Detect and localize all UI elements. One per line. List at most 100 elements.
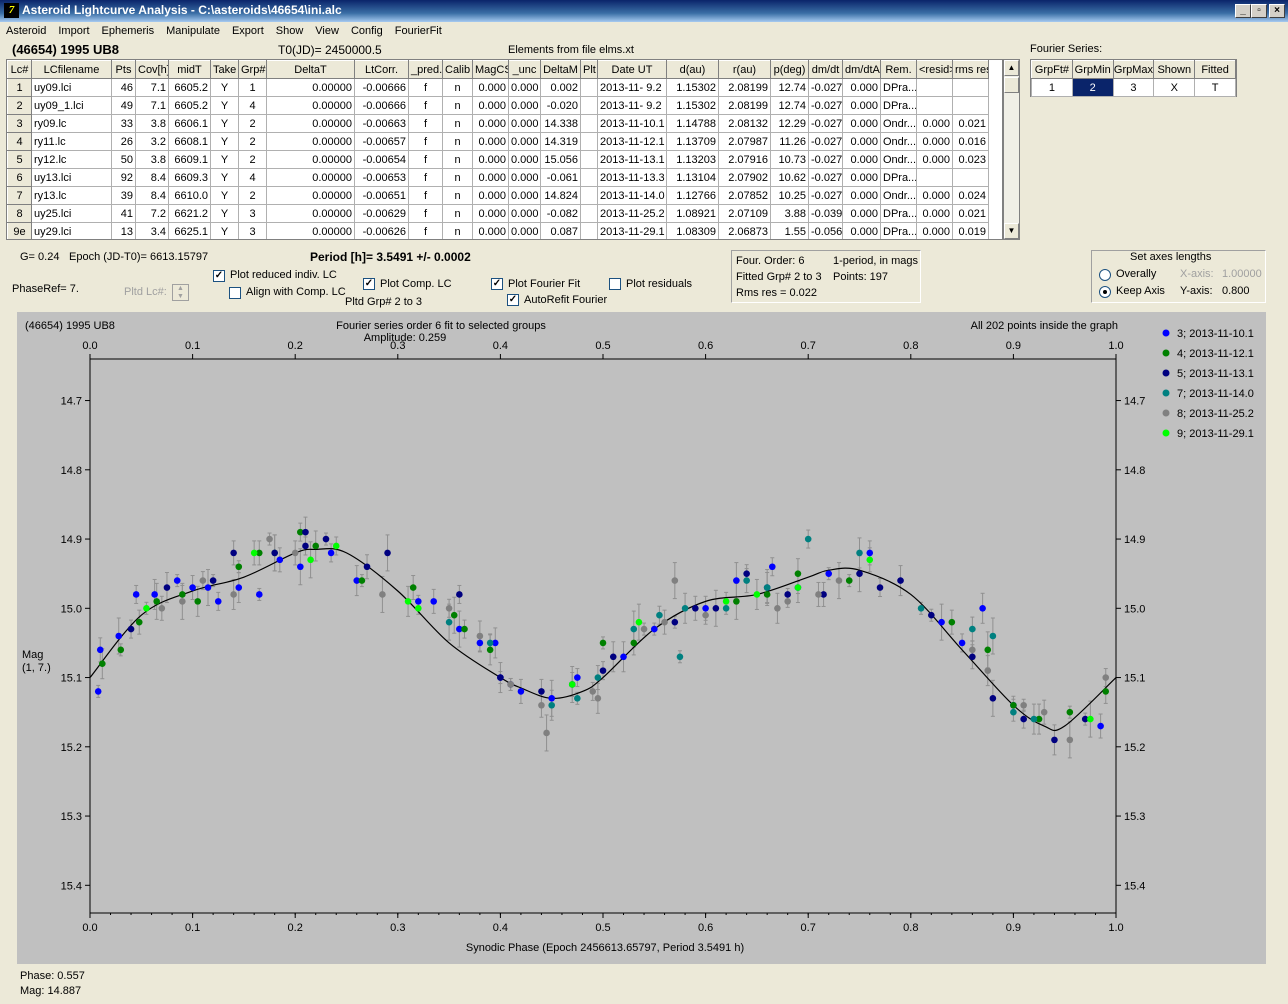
grid-cell[interactable]: 4 [238, 168, 267, 187]
grid-cell[interactable]: f [408, 150, 443, 169]
grid-cell[interactable]: 0.00000 [266, 168, 355, 187]
grid-cell[interactable]: 1.13104 [666, 168, 719, 187]
row-header[interactable]: 8 [7, 204, 32, 223]
scroll-thumb[interactable] [1004, 77, 1019, 93]
grid-cell[interactable]: 12.74 [770, 96, 809, 115]
grid-cell[interactable]: 2.08199 [718, 78, 771, 97]
menu-asteroid[interactable]: Asteroid [6, 25, 47, 37]
grid-cell[interactable]: -0.027 [808, 132, 843, 151]
grid-cell[interactable] [916, 96, 953, 115]
row-header[interactable]: 3 [7, 114, 32, 133]
grid-cell[interactable]: 3.2 [135, 132, 169, 151]
grid-cell[interactable]: 12.29 [770, 114, 809, 133]
plot-fourier-checkbox[interactable]: ✓ [491, 278, 503, 290]
grid-cell[interactable]: 11.26 [770, 132, 809, 151]
grid-cell[interactable]: 2.07902 [718, 168, 771, 187]
table-row[interactable]: 8 uy25.lci 41 7.2 6621.2 Y 3 0.00000 -0.00629 f n 0… [7, 204, 989, 223]
grid-cell[interactable]: 0.000 [842, 150, 881, 169]
grid-cell[interactable]: -0.00663 [354, 114, 409, 133]
align-comp-checkbox[interactable] [229, 287, 241, 299]
grid-cell[interactable]: 41 [111, 204, 136, 223]
grid-cell[interactable]: n [442, 186, 473, 205]
row-header[interactable]: 7 [7, 186, 32, 205]
grid-cell[interactable]: -0.00651 [354, 186, 409, 205]
grid-cell[interactable]: -0.00629 [354, 204, 409, 223]
grid-cell[interactable]: 50 [111, 150, 136, 169]
grid-cell[interactable]: 0.000 [916, 222, 953, 239]
lc-filename-cell[interactable]: uy09.lci [31, 78, 112, 97]
grid-cell[interactable]: -0.00654 [354, 150, 409, 169]
row-header[interactable]: 2 [7, 96, 32, 115]
grid-cell[interactable]: -0.00653 [354, 168, 409, 187]
grid-cell[interactable]: 0.00000 [266, 150, 355, 169]
grid-cell[interactable]: n [442, 132, 473, 151]
grid-cell[interactable]: 6610.0 [168, 186, 211, 205]
grid-cell[interactable] [580, 96, 598, 115]
grid-cell[interactable]: 2.07109 [718, 204, 771, 223]
lightcurve-plot-frame[interactable]: 0.0 0.0 0.1 0.1 0.2 0.2 0.3 0.3 0.4 0.4 0.5 0.5 0.6 0… [17, 312, 1266, 964]
grid-cell[interactable]: 2013-11-29.1 [597, 222, 667, 239]
grid-scrollbar[interactable]: ▲ ▼ [1003, 59, 1020, 240]
grid-cell[interactable]: Y [210, 222, 239, 239]
grid-cell[interactable]: 7.1 [135, 96, 169, 115]
scroll-down-icon[interactable]: ▼ [1004, 223, 1019, 239]
grid-cell[interactable]: 2013-11-13.3 [597, 168, 667, 187]
grid-cell[interactable]: 14.319 [540, 132, 581, 151]
grid-cell[interactable]: n [442, 204, 473, 223]
pltd-lc-spinner[interactable]: ▲ ▼ [172, 284, 189, 301]
grid-cell[interactable]: 2 [238, 150, 267, 169]
grid-cell[interactable]: 0.00000 [266, 78, 355, 97]
grid-cell[interactable]: 0.021 [952, 114, 989, 133]
grid-cell[interactable]: 0.000 [842, 78, 881, 97]
grid-cell[interactable]: 12.74 [770, 78, 809, 97]
grid-cell[interactable]: 14.338 [540, 114, 581, 133]
grid-col-header[interactable]: LtCorr. [354, 60, 409, 79]
plot-comp-checkbox[interactable]: ✓ [363, 278, 375, 290]
grid-cell[interactable]: 2013-11-10.1 [597, 114, 667, 133]
grid-col-header[interactable]: _unc [508, 60, 541, 79]
grid-cell[interactable]: 0.000 [916, 186, 953, 205]
grid-cell[interactable]: DPra... [880, 204, 917, 223]
grid-cell[interactable]: -0.039 [808, 204, 843, 223]
grid-cell[interactable]: Y [210, 114, 239, 133]
grid-cell[interactable] [952, 78, 989, 97]
grid-cell[interactable] [916, 168, 953, 187]
grid-cell[interactable]: 1.14788 [666, 114, 719, 133]
grid-cell[interactable]: n [442, 150, 473, 169]
grid-cell[interactable]: DPra... [880, 78, 917, 97]
table-row[interactable]: 2 uy09_1.lci 49 7.1 6605.2 Y 4 0.00000 -0.00666 f… [7, 96, 989, 115]
grid-col-header[interactable]: dm/dt [808, 60, 843, 79]
grid-cell[interactable]: 0.021 [952, 204, 989, 223]
grid-cell[interactable]: -0.082 [540, 204, 581, 223]
grid-cell[interactable]: 2.08132 [718, 114, 771, 133]
grid-cell[interactable]: 0.000 [842, 96, 881, 115]
grid-cell[interactable] [580, 222, 598, 239]
grid-cell[interactable]: 0.000 [472, 204, 509, 223]
grid-cell[interactable]: 1.15302 [666, 78, 719, 97]
grid-cell[interactable]: 0.000 [508, 114, 541, 133]
grid-cell[interactable]: -0.027 [808, 114, 843, 133]
grid-cell[interactable]: 0.000 [508, 78, 541, 97]
grid-cell[interactable]: 2.07987 [718, 132, 771, 151]
grid-cell[interactable]: 4 [238, 96, 267, 115]
grid-cell[interactable]: -0.027 [808, 186, 843, 205]
grid-col-header[interactable]: dm/dtA [842, 60, 881, 79]
grid-cell[interactable]: 0.00000 [266, 204, 355, 223]
grid-col-header[interactable]: p(deg) [770, 60, 809, 79]
grid-cell[interactable]: 2.07916 [718, 150, 771, 169]
grid-cell[interactable]: 2013-11-13.1 [597, 150, 667, 169]
menu-manipulate[interactable]: Manipulate [166, 25, 220, 37]
overally-radio[interactable] [1099, 269, 1111, 281]
grid-cell[interactable]: 0.000 [472, 114, 509, 133]
row-header[interactable]: 9e [7, 222, 32, 239]
grid-cell[interactable]: DPra... [880, 222, 917, 239]
grid-col-header[interactable]: Pts [111, 60, 136, 79]
grid-cell[interactable]: f [408, 186, 443, 205]
grid-cell[interactable]: 2 [238, 132, 267, 151]
fourier-cell[interactable]: 3 [1112, 78, 1155, 97]
grid-cell[interactable]: 0.000 [916, 132, 953, 151]
grid-cell[interactable]: f [408, 96, 443, 115]
grid-cell[interactable]: -0.027 [808, 168, 843, 187]
fourier-cell[interactable]: 1 [1031, 78, 1073, 97]
grid-col-header[interactable]: <resid> [916, 60, 953, 79]
